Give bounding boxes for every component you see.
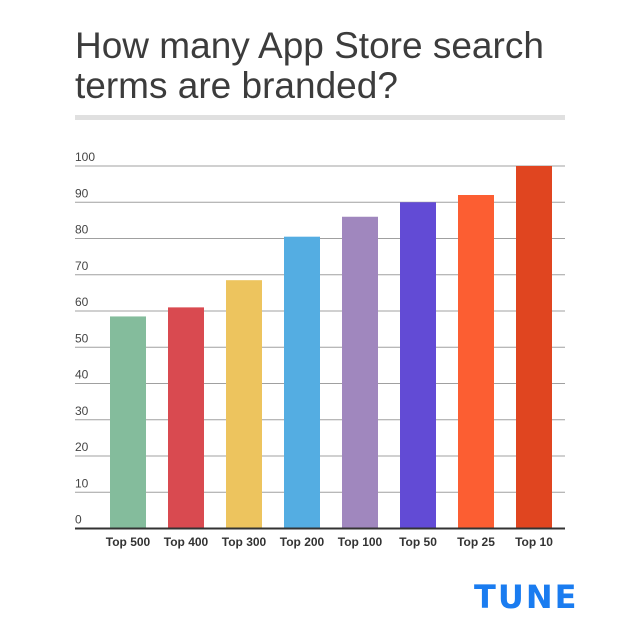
x-tick-label: Top 500 <box>106 535 151 549</box>
y-tick-label: 0 <box>75 513 82 527</box>
y-tick-label: 50 <box>75 331 89 345</box>
x-tick-label: Top 50 <box>399 535 437 549</box>
bar-top-10 <box>516 166 552 529</box>
y-tick-label: 20 <box>75 440 89 454</box>
bar-top-100 <box>342 216 378 529</box>
x-tick-label: Top 25 <box>457 535 495 549</box>
y-tick-label: 40 <box>75 368 89 382</box>
x-tick-label: Top 400 <box>164 535 209 549</box>
y-tick-label: 60 <box>75 295 89 309</box>
y-tick-label: 70 <box>75 259 89 273</box>
x-tick-label: Top 300 <box>222 535 267 549</box>
x-tick-label: Top 10 <box>515 535 553 549</box>
bar-top-400 <box>168 307 204 529</box>
bar-top-300 <box>226 280 262 529</box>
bar-top-25 <box>458 195 494 529</box>
title-divider <box>75 115 565 120</box>
y-tick-label: 100 <box>75 150 95 164</box>
y-tick-label: 10 <box>75 476 89 490</box>
y-tick-label: 80 <box>75 223 89 237</box>
x-tick-label: Top 200 <box>280 535 325 549</box>
tune-logo: TUNE <box>474 578 579 616</box>
y-tick-label: 90 <box>75 186 89 200</box>
bar-top-500 <box>110 316 146 529</box>
bar-top-50 <box>400 202 436 529</box>
x-tick-label: Top 100 <box>338 535 383 549</box>
chart-title: How many App Store search terms are bran… <box>75 25 544 106</box>
y-tick-label: 30 <box>75 404 89 418</box>
bar-top-200 <box>284 236 320 529</box>
